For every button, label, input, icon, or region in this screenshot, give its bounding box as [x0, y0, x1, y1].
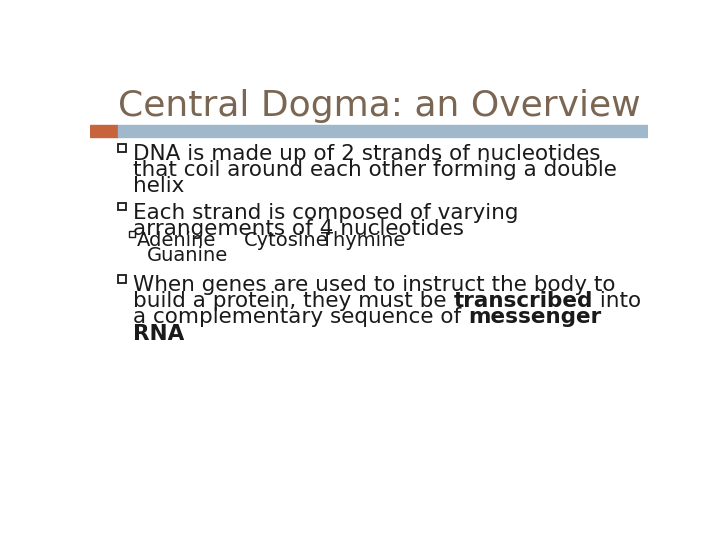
- Bar: [90, 125, 118, 137]
- Text: RNA: RNA: [133, 323, 184, 343]
- Text: When genes are used to instruct the body to: When genes are used to instruct the body…: [133, 275, 616, 295]
- Text: a complementary sequence of: a complementary sequence of: [133, 307, 469, 327]
- Text: into: into: [593, 291, 642, 311]
- Text: Guanine: Guanine: [148, 246, 229, 265]
- Bar: [129, 231, 135, 237]
- Text: Adenine: Adenine: [138, 231, 217, 250]
- Text: DNA is made up of 2 strands of nucleotides: DNA is made up of 2 strands of nucleotid…: [133, 144, 601, 164]
- Text: helix: helix: [133, 177, 185, 197]
- Bar: [118, 125, 648, 137]
- Text: Central Dogma: an Overview: Central Dogma: an Overview: [118, 90, 641, 124]
- Text: Cytosine: Cytosine: [243, 231, 328, 250]
- Bar: [118, 144, 126, 152]
- Text: messenger: messenger: [469, 307, 602, 327]
- Text: build a protein, they must be: build a protein, they must be: [133, 291, 454, 311]
- Text: Thymine: Thymine: [321, 231, 405, 250]
- Text: arrangements of 4 nucleotides: arrangements of 4 nucleotides: [133, 219, 464, 239]
- Text: transcribed: transcribed: [454, 291, 593, 311]
- Text: Each strand is composed of varying: Each strand is composed of varying: [133, 202, 519, 222]
- Bar: [118, 275, 126, 283]
- Text: that coil around each other forming a double: that coil around each other forming a do…: [133, 160, 617, 180]
- Bar: [118, 202, 126, 211]
